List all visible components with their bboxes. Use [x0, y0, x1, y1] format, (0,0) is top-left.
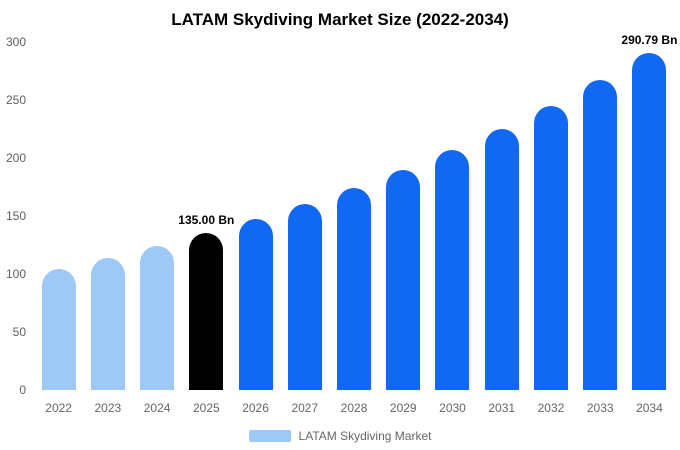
bar-group-2024: 2024 — [132, 42, 181, 414]
x-axis-label-2032: 2032 — [537, 401, 565, 415]
bar-2023 — [90, 257, 125, 390]
y-axis: 0 50 100 150 200 250 300 — [0, 36, 26, 396]
bar-group-2028: 2028 — [329, 42, 378, 414]
bar-group-2032: 2032 — [526, 42, 575, 414]
bar-2033 — [583, 80, 618, 390]
legend-swatch — [248, 430, 291, 442]
bar-2029 — [386, 169, 421, 390]
bar-2024 — [140, 246, 175, 390]
bar-value-label-2025: 135.00 Bn — [178, 213, 235, 228]
y-axis-tick-50: 50 — [12, 325, 26, 339]
bar-2030 — [435, 150, 470, 390]
legend-label: LATAM Skydiving Market — [298, 429, 432, 443]
bar-group-2034: 290.79 Bn 2034 — [621, 34, 677, 414]
x-axis-label-2029: 2029 — [389, 401, 417, 415]
x-axis-label-2028: 2028 — [340, 401, 368, 415]
y-axis-tick-0: 0 — [19, 383, 26, 397]
bar-group-2029: 2029 — [379, 42, 428, 414]
x-axis-label-2023: 2023 — [94, 401, 122, 415]
bar-value-label-2034: 290.79 Bn — [621, 32, 678, 47]
x-axis-label-2034: 2034 — [636, 401, 663, 415]
bar-group-2027: 2027 — [280, 42, 329, 414]
bar-2022 — [41, 268, 76, 390]
bar-2031 — [484, 128, 519, 390]
y-axis-tick-150: 150 — [5, 209, 26, 223]
y-axis-tick-300: 300 — [5, 35, 26, 49]
x-axis-label-2027: 2027 — [291, 401, 319, 415]
plot-area: 2022 2023 2024 135.00 Bn 2025 2026 2027 2028 202… — [34, 34, 677, 414]
bar-group-2026: 2026 — [231, 42, 280, 414]
bar-group-2023: 2023 — [83, 42, 132, 414]
bar-2027 — [287, 204, 322, 390]
x-axis-label-2026: 2026 — [242, 401, 269, 415]
bar-group-2031: 2031 — [477, 42, 526, 414]
x-axis-label-2025: 2025 — [192, 401, 220, 415]
y-axis-tick-100: 100 — [5, 267, 26, 281]
bar-group-2030: 2030 — [428, 42, 477, 414]
bar-2028 — [337, 187, 372, 390]
bar-2034 — [632, 52, 667, 390]
x-axis-label-2030: 2030 — [439, 401, 466, 415]
bar-2025 — [189, 233, 224, 390]
x-axis-label-2031: 2031 — [488, 401, 516, 415]
x-axis-label-2024: 2024 — [143, 401, 171, 415]
bar-group-2025: 135.00 Bn 2025 — [178, 42, 234, 414]
bar-group-2022: 2022 — [34, 42, 83, 414]
x-axis-label-2033: 2033 — [586, 401, 614, 415]
chart-title: LATAM Skydiving Market Size (2022-2034) — [171, 10, 509, 29]
bar-2026 — [238, 219, 273, 390]
y-axis-tick-200: 200 — [5, 151, 26, 165]
y-axis-tick-250: 250 — [5, 93, 26, 107]
x-axis-label-2022: 2022 — [45, 401, 72, 415]
bar-group-2033: 2033 — [576, 42, 625, 414]
legend: LATAM Skydiving Market — [0, 430, 680, 442]
bar-2032 — [533, 105, 568, 390]
